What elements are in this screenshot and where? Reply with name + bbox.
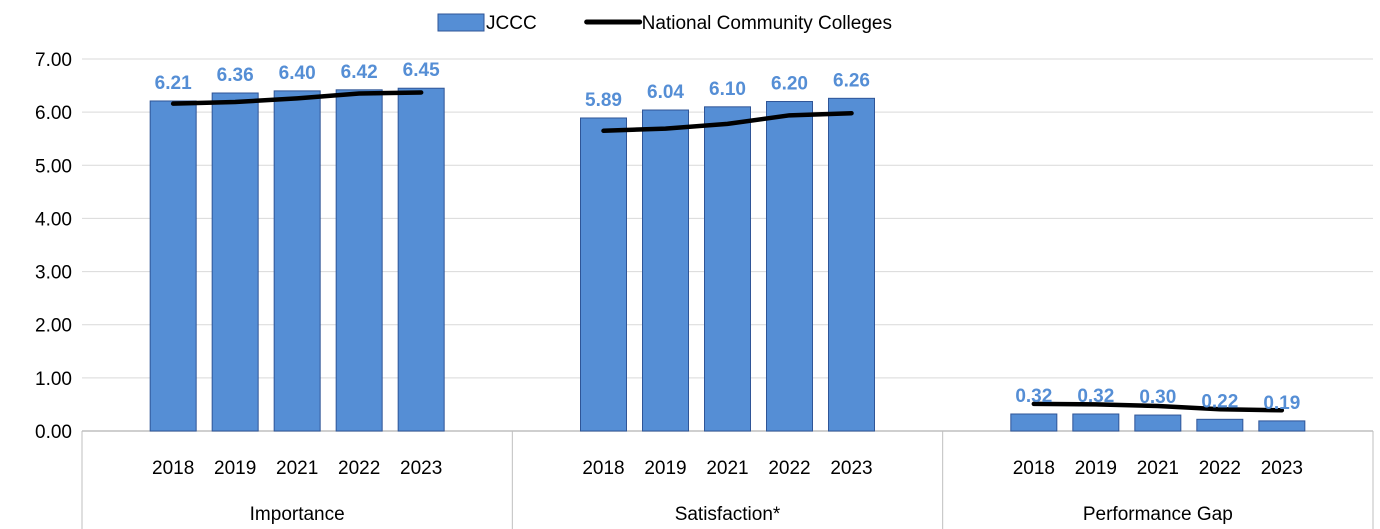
x-tick-label: 2021 bbox=[706, 458, 748, 479]
data-label: 6.26 bbox=[833, 70, 870, 91]
x-tick-label: 2018 bbox=[1013, 458, 1055, 479]
data-label: 0.32 bbox=[1015, 386, 1052, 407]
axes: 0.00 1.00 2.00 3.00 4.00 5.00 6.00 7.00 2018 2019… bbox=[35, 50, 1374, 529]
group-label: Satisfaction* bbox=[675, 504, 781, 525]
bar bbox=[642, 109, 689, 432]
bar bbox=[335, 89, 383, 432]
bar bbox=[766, 101, 813, 432]
x-tick-label: 2018 bbox=[582, 458, 624, 479]
legend: JCCC National Community Colleges bbox=[437, 13, 892, 34]
national-line bbox=[170, 90, 424, 106]
data-label: 6.45 bbox=[403, 60, 440, 81]
bar bbox=[1196, 418, 1244, 432]
bar bbox=[273, 90, 321, 432]
data-label: 6.40 bbox=[279, 63, 316, 84]
x-tick-label: 2022 bbox=[1199, 458, 1241, 479]
x-tick-label: 2022 bbox=[768, 458, 810, 479]
y-tick-label: 2.00 bbox=[35, 316, 72, 337]
data-label: 5.89 bbox=[585, 90, 622, 111]
y-tick-label: 4.00 bbox=[35, 209, 72, 230]
x-tick-label: 2023 bbox=[830, 458, 872, 479]
legend-swatch-bar bbox=[437, 13, 485, 32]
bar bbox=[211, 92, 259, 432]
data-label: 0.19 bbox=[1263, 393, 1300, 414]
x-tick-label: 2019 bbox=[214, 458, 256, 479]
data-label: 6.42 bbox=[341, 62, 378, 83]
legend-label-national: National Community Colleges bbox=[642, 13, 892, 34]
x-tick-label: 2023 bbox=[1261, 458, 1303, 479]
data-label: 6.36 bbox=[217, 65, 254, 86]
data-label: 0.32 bbox=[1077, 386, 1114, 407]
x-tick-label: 2019 bbox=[644, 458, 686, 479]
bars bbox=[149, 87, 1306, 432]
x-tick-label: 2021 bbox=[1137, 458, 1179, 479]
y-tick-label: 6.00 bbox=[35, 103, 72, 124]
y-tick-label: 0.00 bbox=[35, 422, 72, 443]
group-label: Performance Gap bbox=[1083, 504, 1233, 525]
bar bbox=[828, 97, 875, 432]
y-tick-label: 5.00 bbox=[35, 156, 72, 177]
national-line bbox=[1031, 401, 1285, 413]
data-label: 0.22 bbox=[1201, 391, 1238, 412]
bar bbox=[580, 117, 627, 432]
x-tick-label: 2018 bbox=[152, 458, 194, 479]
y-tick-label: 3.00 bbox=[35, 263, 72, 284]
x-tick-label: 2023 bbox=[400, 458, 442, 479]
x-tick-label: 2022 bbox=[338, 458, 380, 479]
data-label: 6.20 bbox=[771, 74, 808, 95]
data-label: 6.04 bbox=[647, 82, 684, 103]
national-line bbox=[601, 110, 854, 133]
bar bbox=[1010, 413, 1058, 432]
data-label: 6.21 bbox=[155, 73, 192, 94]
y-tick-label: 1.00 bbox=[35, 369, 72, 390]
bar bbox=[1072, 413, 1120, 432]
data-label: 0.30 bbox=[1139, 387, 1176, 408]
bar bbox=[149, 100, 197, 432]
x-tick-label: 2021 bbox=[276, 458, 318, 479]
group-label: Importance bbox=[250, 504, 345, 525]
data-label: 6.10 bbox=[709, 79, 746, 100]
x-tick-label: 2019 bbox=[1075, 458, 1117, 479]
national-lines bbox=[170, 90, 1285, 413]
bar bbox=[1258, 420, 1306, 432]
data-labels: 6.21 6.36 6.40 6.42 6.45 5.89 6.04 6.10 6.20 6.26… bbox=[155, 60, 1301, 414]
y-tick-label: 7.00 bbox=[35, 50, 72, 71]
bar bbox=[704, 106, 751, 432]
legend-label-jccc: JCCC bbox=[486, 13, 537, 34]
bar bbox=[397, 87, 445, 432]
bar bbox=[1134, 414, 1182, 432]
